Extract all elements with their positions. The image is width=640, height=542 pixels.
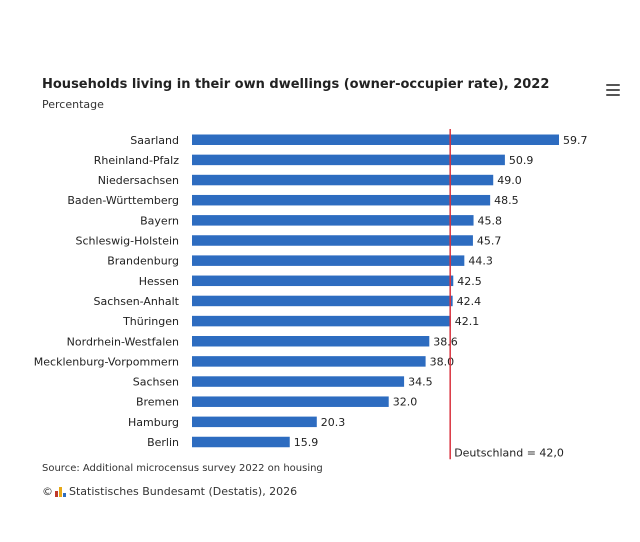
bar-group: Rheinland-Pfalz 50.9 xyxy=(94,154,534,167)
category-label: Brandenburg xyxy=(107,255,179,268)
credit-line: © Statistisches Bundesamt (Destatis), 20… xyxy=(42,485,297,498)
bar-group: Sachsen 34.5 xyxy=(133,376,433,389)
value-label: 42.5 xyxy=(457,275,482,288)
bar xyxy=(192,376,405,387)
bar-group: Baden-Württemberg 48.5 xyxy=(67,194,518,207)
category-label: Baden-Württemberg xyxy=(67,194,179,207)
bar-group: Hamburg 20.3 xyxy=(128,416,345,429)
bar-group: Berlin 15.9 xyxy=(147,436,318,449)
bar-group: Bremen 32.0 xyxy=(136,396,417,409)
bar-group: Brandenburg 44.3 xyxy=(107,255,493,268)
bar xyxy=(192,134,559,145)
category-label: Hessen xyxy=(139,275,179,288)
value-label: 59.7 xyxy=(563,134,588,147)
category-label: Schleswig-Holstein xyxy=(76,235,179,248)
bar xyxy=(192,336,430,347)
bar-group: Schleswig-Holstein 45.7 xyxy=(76,235,502,248)
menu-line xyxy=(606,94,620,96)
destatis-logo-icon xyxy=(55,486,66,497)
value-label: 50.9 xyxy=(509,154,533,167)
bar xyxy=(192,315,451,327)
bar-group: Sachsen-Anhalt 42.4 xyxy=(93,295,481,308)
bar-group: Hessen 42.5 xyxy=(139,275,482,288)
bar-group: Nordrhein-Westfalen 38.6 xyxy=(67,335,458,348)
value-label: 45.7 xyxy=(477,235,502,248)
value-label: 49.0 xyxy=(497,174,522,187)
category-label: Niedersachsen xyxy=(98,174,179,187)
value-label: 44.3 xyxy=(468,255,493,268)
category-label: Saarland xyxy=(130,134,179,147)
hamburger-menu-icon[interactable] xyxy=(606,84,620,96)
credit-text: Statistisches Bundesamt (Destatis), 2026 xyxy=(69,485,298,498)
bar xyxy=(192,255,465,266)
value-label: 38.0 xyxy=(430,355,455,368)
category-label: Sachsen-Anhalt xyxy=(93,295,179,308)
value-label: 48.5 xyxy=(494,194,518,207)
bar xyxy=(192,174,494,186)
bar xyxy=(192,396,389,407)
value-label: 45.8 xyxy=(478,214,503,227)
bar xyxy=(192,194,491,206)
value-label: 20.3 xyxy=(321,416,346,429)
bar xyxy=(192,235,473,246)
bar xyxy=(192,215,474,226)
category-label: Sachsen xyxy=(133,376,179,389)
value-label: 42.4 xyxy=(457,295,482,308)
category-label: Bayern xyxy=(140,214,179,227)
bar xyxy=(192,295,453,307)
category-label: Nordrhein-Westfalen xyxy=(67,335,179,348)
category-label: Bremen xyxy=(136,396,179,409)
menu-line xyxy=(606,84,620,86)
bar-group: Saarland 59.7 xyxy=(130,134,587,147)
value-label: 34.5 xyxy=(408,376,433,389)
bar xyxy=(192,416,317,428)
category-label: Hamburg xyxy=(128,416,179,429)
category-label: Berlin xyxy=(147,436,179,449)
value-label: 32.0 xyxy=(393,396,418,409)
value-label: 42.1 xyxy=(455,315,480,328)
bar xyxy=(192,356,426,367)
value-label: 15.9 xyxy=(294,436,319,449)
menu-line xyxy=(606,89,620,91)
bar-group: Thüringen 42.1 xyxy=(122,315,479,328)
bar-group: Bayern 45.8 xyxy=(140,214,502,227)
category-label: Mecklenburg-Vorpommern xyxy=(34,355,179,368)
bar xyxy=(192,154,505,166)
chart-title: Households living in their own dwellings… xyxy=(42,77,550,92)
bar-group: Mecklenburg-Vorpommern 38.0 xyxy=(34,355,454,368)
copyright-symbol: © xyxy=(42,485,53,498)
bar-group: Niedersachsen 49.0 xyxy=(98,174,522,187)
category-label: Thüringen xyxy=(122,315,179,328)
category-label: Rheinland-Pfalz xyxy=(94,154,179,167)
reference-line-label: Deutschland = 42,0 xyxy=(454,446,564,459)
value-label: 38.6 xyxy=(433,335,458,348)
bar xyxy=(192,436,290,448)
source-note: Source: Additional microcensus survey 20… xyxy=(42,463,323,474)
chart-subtitle: Percentage xyxy=(42,98,104,111)
bar xyxy=(192,275,454,287)
